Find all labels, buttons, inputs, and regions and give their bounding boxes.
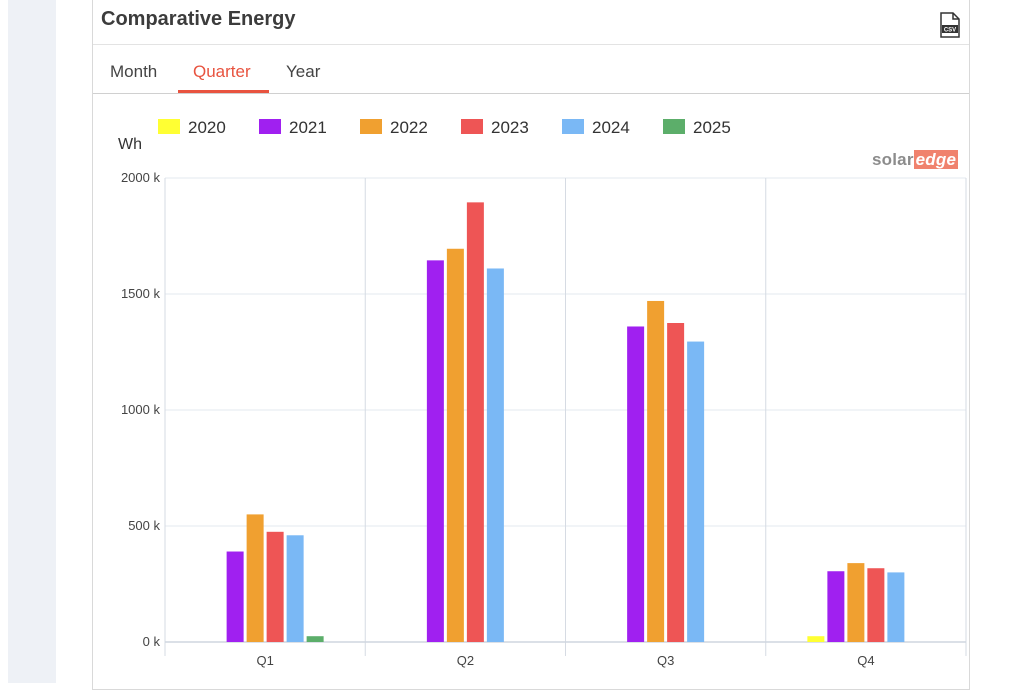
bar-2023-Q2[interactable] (466, 202, 484, 643)
bar-2022-Q2[interactable] (446, 248, 464, 642)
legend-label: 2023 (491, 118, 529, 137)
bar-2023-Q1[interactable] (266, 531, 284, 642)
tab-year[interactable]: Year (286, 62, 321, 81)
bar-2025-Q1[interactable] (306, 636, 324, 642)
solaredge-logo: solar edge (872, 150, 959, 170)
csv-export-button[interactable]: CSV (939, 12, 961, 38)
y-axis-unit-label: Wh (118, 136, 142, 153)
y-tick-label: 1500 k (121, 286, 161, 301)
bar-2020-Q4[interactable] (807, 636, 825, 642)
legend-label: 2020 (188, 118, 226, 137)
bar-2024-Q2[interactable] (486, 268, 504, 642)
legend-label: 2025 (693, 118, 731, 137)
legend-label: 2021 (289, 118, 327, 137)
x-tick-label-Q4: Q4 (857, 653, 874, 668)
x-tick-label-Q2: Q2 (457, 653, 474, 668)
legend-swatch (562, 119, 584, 134)
y-tick-label: 500 k (128, 518, 160, 533)
logo-text-solar: solar (872, 150, 914, 169)
left-sidebar-strip (8, 0, 56, 683)
bar-2023-Q4[interactable] (867, 568, 885, 642)
bar-2021-Q4[interactable] (827, 571, 845, 642)
tab-month[interactable]: Month (110, 62, 158, 81)
bar-2021-Q3[interactable] (627, 326, 645, 642)
tab-quarter[interactable]: Quarter (193, 62, 251, 81)
legend-label: 2022 (390, 118, 428, 137)
bar-2024-Q3[interactable] (687, 341, 705, 642)
card-header: Comparative Energy CSV (93, 0, 969, 45)
legend-swatch (259, 119, 281, 134)
bar-2024-Q4[interactable] (887, 572, 905, 642)
x-tick-label-Q1: Q1 (256, 653, 273, 668)
bar-2023-Q3[interactable] (667, 323, 685, 642)
bar-2022-Q3[interactable] (647, 300, 665, 642)
x-tick-label-Q3: Q3 (657, 653, 674, 668)
bar-2021-Q1[interactable] (226, 551, 244, 642)
active-tab-underline (178, 90, 269, 93)
y-tick-label: 1000 k (121, 402, 161, 417)
csv-file-icon: CSV (940, 12, 960, 38)
legend-swatch (663, 119, 685, 134)
legend-swatch (461, 119, 483, 134)
card-title: Comparative Energy (101, 8, 296, 30)
bar-2024-Q1[interactable] (286, 535, 304, 642)
legend-label: 2024 (592, 118, 630, 137)
y-tick-label: 0 k (143, 634, 161, 649)
bar-2022-Q1[interactable] (246, 514, 264, 642)
y-tick-label: 2000 k (121, 170, 161, 185)
legend-swatch (158, 119, 180, 134)
bar-2022-Q4[interactable] (847, 563, 865, 642)
legend-swatch (360, 119, 382, 134)
csv-icon-label: CSV (944, 28, 956, 34)
period-tabs: Month Quarter Year (93, 46, 969, 94)
logo-text-edge: edge (913, 150, 959, 169)
bar-2021-Q2[interactable] (426, 260, 444, 642)
